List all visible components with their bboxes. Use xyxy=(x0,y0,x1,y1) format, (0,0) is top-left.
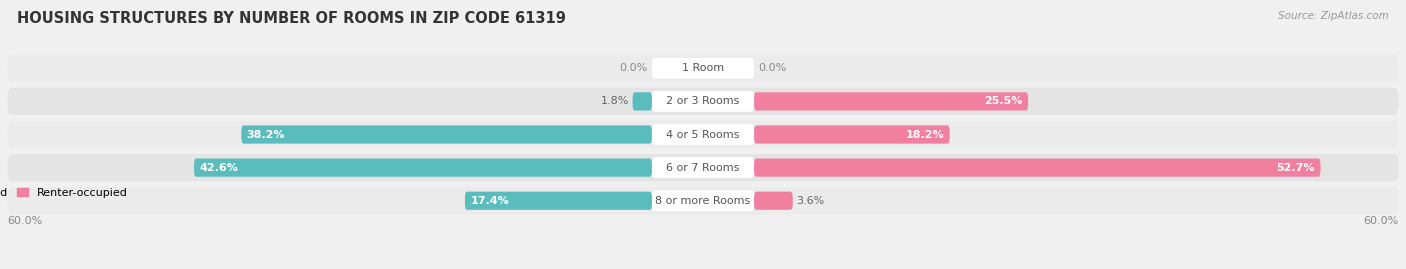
FancyBboxPatch shape xyxy=(7,121,1399,148)
Text: 2 or 3 Rooms: 2 or 3 Rooms xyxy=(666,96,740,107)
FancyBboxPatch shape xyxy=(652,157,754,178)
FancyBboxPatch shape xyxy=(7,154,1399,181)
Text: 18.2%: 18.2% xyxy=(905,129,945,140)
FancyBboxPatch shape xyxy=(465,192,652,210)
Text: 4 or 5 Rooms: 4 or 5 Rooms xyxy=(666,129,740,140)
Text: 3.6%: 3.6% xyxy=(796,196,824,206)
FancyBboxPatch shape xyxy=(652,91,754,112)
Text: HOUSING STRUCTURES BY NUMBER OF ROOMS IN ZIP CODE 61319: HOUSING STRUCTURES BY NUMBER OF ROOMS IN… xyxy=(17,11,565,26)
Legend: Owner-occupied, Renter-occupied: Owner-occupied, Renter-occupied xyxy=(0,188,128,198)
FancyBboxPatch shape xyxy=(754,92,1028,111)
Text: 17.4%: 17.4% xyxy=(470,196,509,206)
Text: 1 Room: 1 Room xyxy=(682,63,724,73)
FancyBboxPatch shape xyxy=(652,124,754,145)
FancyBboxPatch shape xyxy=(7,187,1399,214)
FancyBboxPatch shape xyxy=(754,125,949,144)
FancyBboxPatch shape xyxy=(194,158,652,177)
Text: 0.0%: 0.0% xyxy=(620,63,648,73)
FancyBboxPatch shape xyxy=(652,58,754,79)
Text: 25.5%: 25.5% xyxy=(984,96,1022,107)
FancyBboxPatch shape xyxy=(633,92,652,111)
Text: 0.0%: 0.0% xyxy=(758,63,786,73)
Text: 6 or 7 Rooms: 6 or 7 Rooms xyxy=(666,162,740,173)
Text: 8 or more Rooms: 8 or more Rooms xyxy=(655,196,751,206)
FancyBboxPatch shape xyxy=(754,158,1320,177)
Text: 1.8%: 1.8% xyxy=(600,96,630,107)
FancyBboxPatch shape xyxy=(7,55,1399,82)
Text: Source: ZipAtlas.com: Source: ZipAtlas.com xyxy=(1278,11,1389,21)
FancyBboxPatch shape xyxy=(7,88,1399,115)
FancyBboxPatch shape xyxy=(754,192,793,210)
Text: 42.6%: 42.6% xyxy=(200,162,238,173)
Text: 60.0%: 60.0% xyxy=(7,216,42,226)
Text: 38.2%: 38.2% xyxy=(246,129,285,140)
Text: 60.0%: 60.0% xyxy=(1364,216,1399,226)
FancyBboxPatch shape xyxy=(652,190,754,211)
Text: 52.7%: 52.7% xyxy=(1277,162,1315,173)
FancyBboxPatch shape xyxy=(242,125,652,144)
